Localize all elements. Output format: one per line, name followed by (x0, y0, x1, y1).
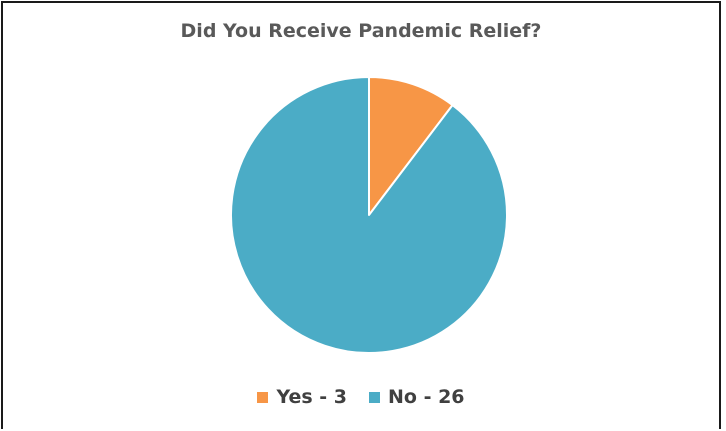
pie-slices (230, 76, 508, 354)
legend-swatch-no (369, 391, 381, 403)
chart-title: Did You Receive Pandemic Relief? (180, 20, 542, 42)
legend-label-yes: Yes - 3 (276, 386, 348, 408)
pie-chart (230, 76, 508, 354)
legend-item-no: No - 26 (369, 386, 465, 408)
legend-item-yes: Yes - 3 (257, 386, 347, 408)
legend-label-no: No - 26 (388, 386, 465, 408)
pie-slice-no (230, 76, 508, 354)
legend-swatch-yes (257, 391, 269, 403)
pie-slice-yes (368, 76, 454, 216)
chart-legend: Yes - 3 No - 26 (3, 386, 719, 408)
